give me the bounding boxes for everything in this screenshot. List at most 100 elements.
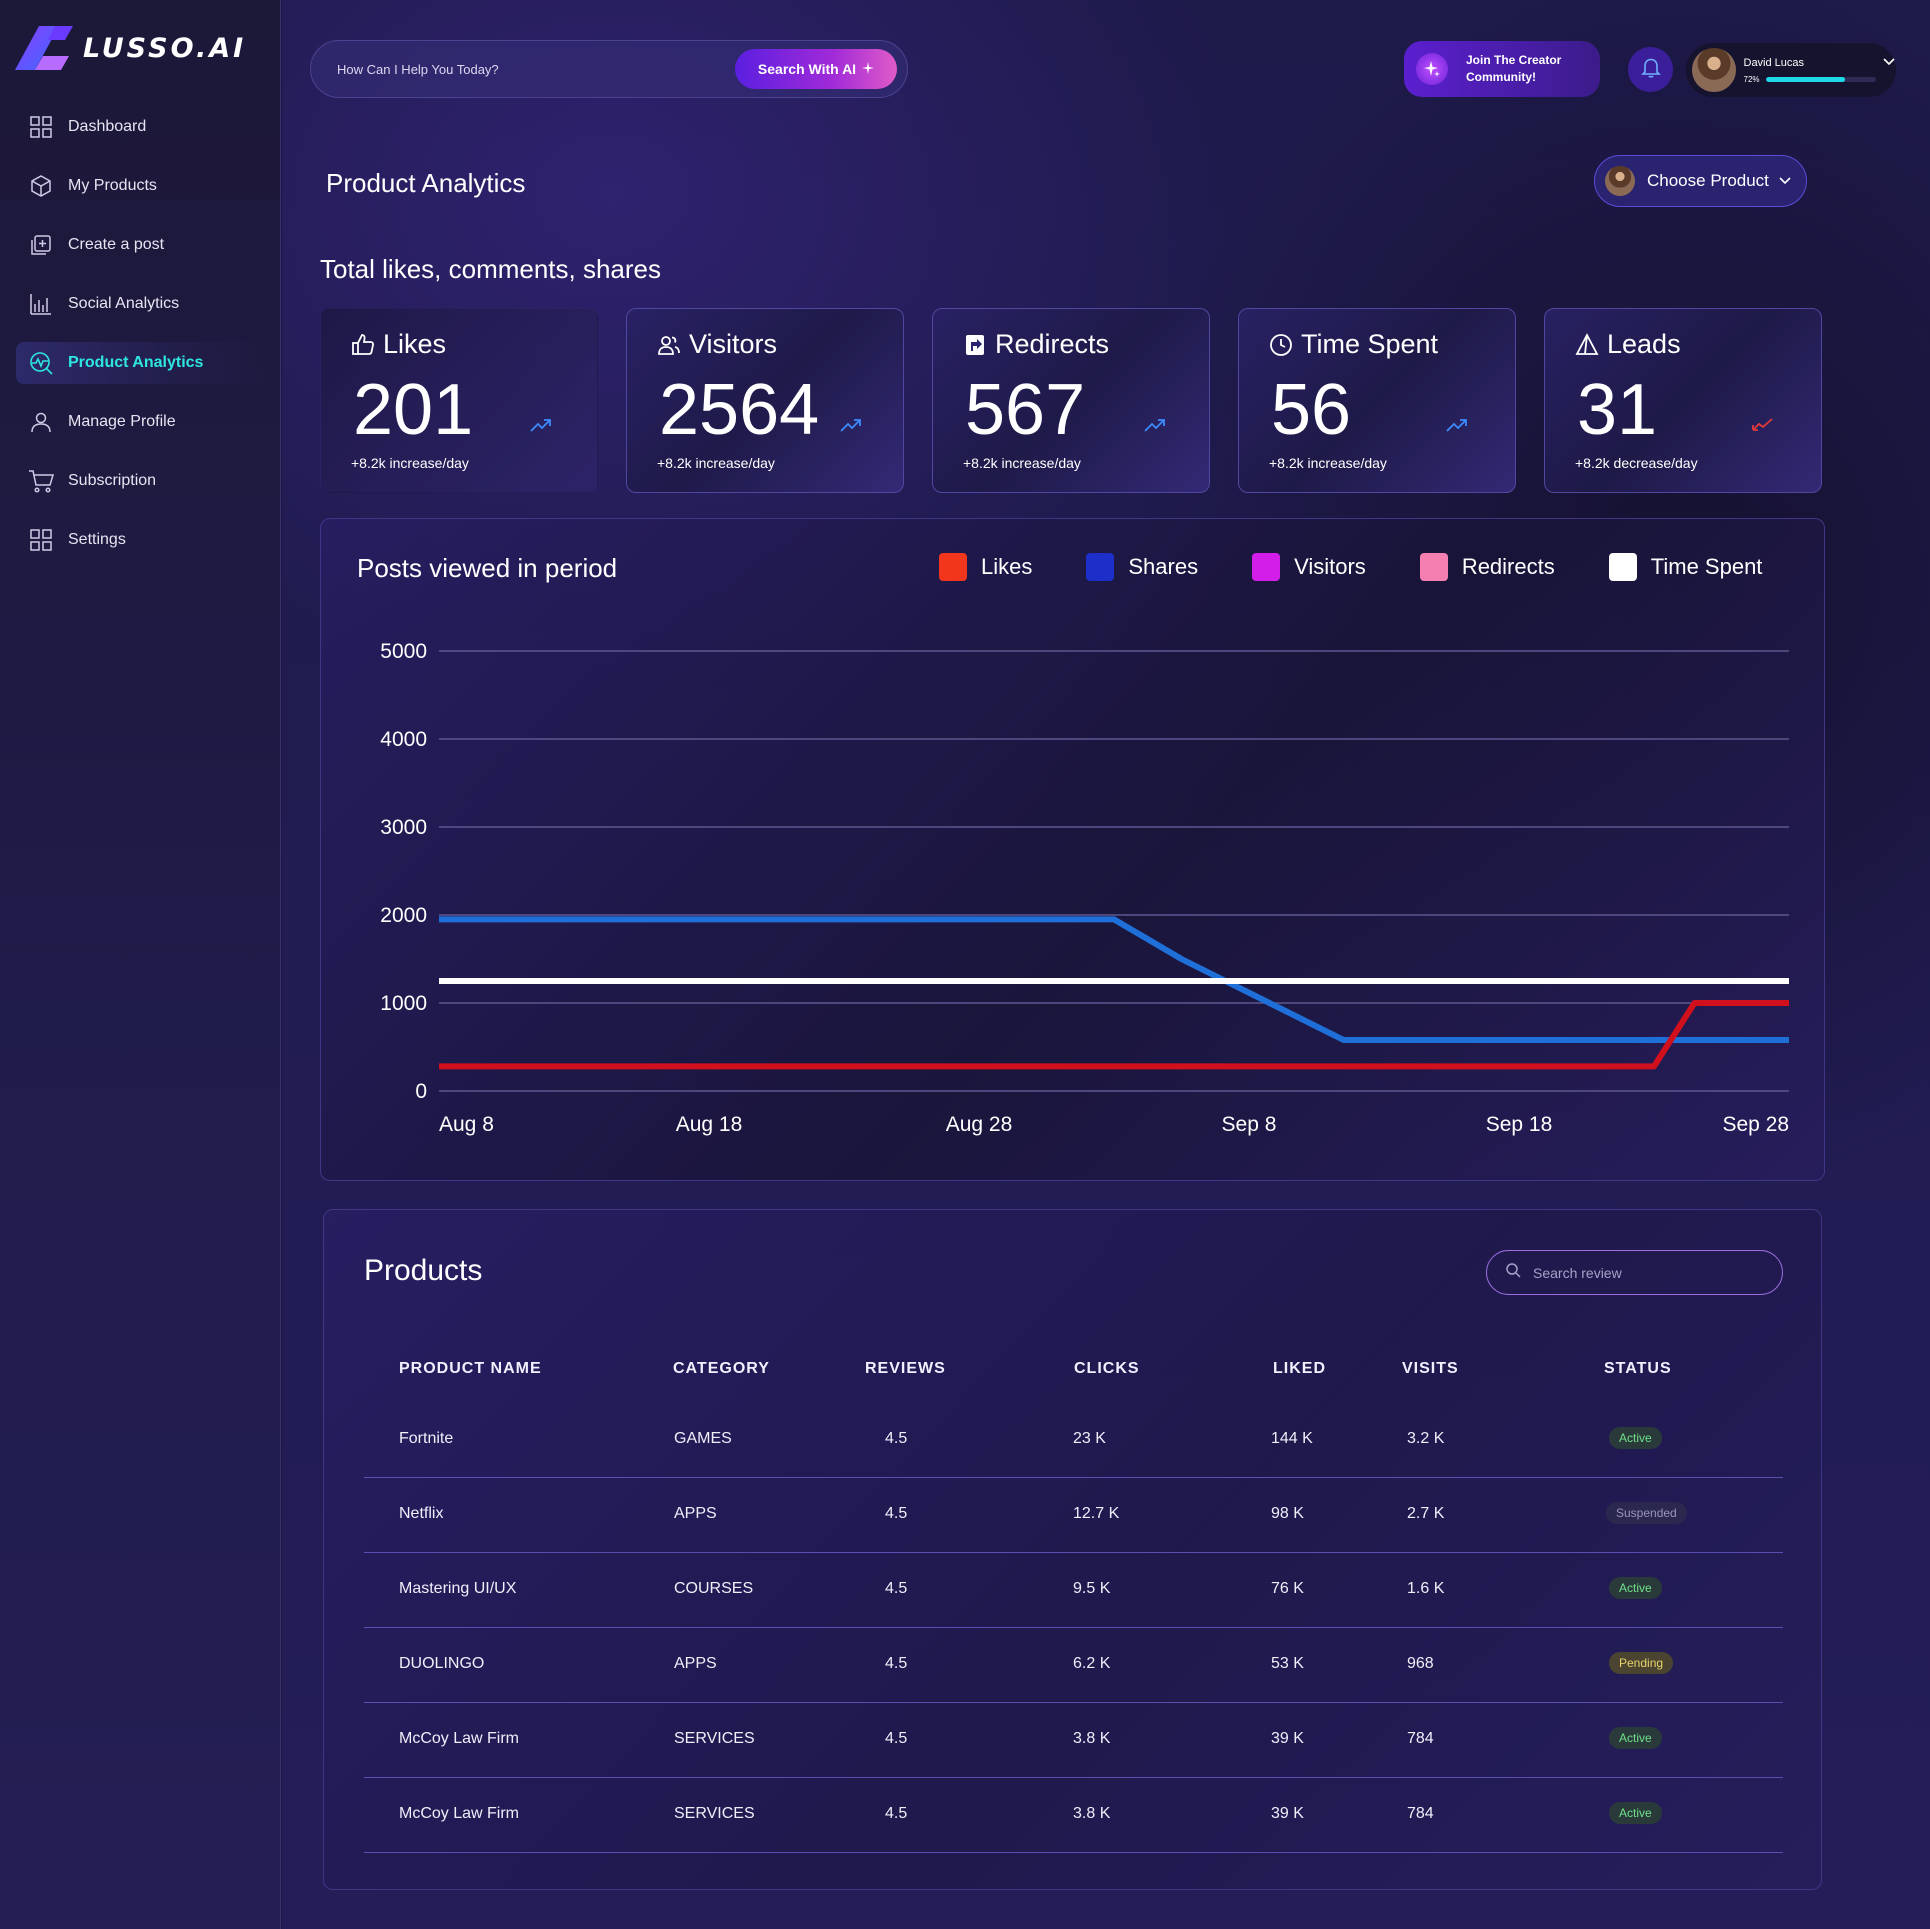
products-panel: Products PRODUCT NAME CATEGORY REVIEWS C… (323, 1209, 1822, 1890)
y-tick-label: 5000 (380, 640, 427, 663)
community-text: Join The Creator Community! (1466, 52, 1561, 86)
y-tick-label: 2000 (380, 904, 427, 927)
x-tick-label: Sep 28 (1722, 1113, 1789, 1136)
bar-chart-icon (28, 291, 54, 317)
page-title: Product Analytics (326, 168, 526, 198)
sidebar-item-subscription[interactable]: Subscription (16, 460, 266, 502)
redirect-icon (963, 333, 987, 357)
sparkle-icon (862, 61, 875, 77)
cell-visits: 2.7 K (1407, 1505, 1445, 1522)
avatar (1605, 166, 1635, 196)
stat-head: Visitors (657, 329, 777, 360)
table-row[interactable]: Fortnite GAMES 4.5 23 K 144 K 3.2 K Active (364, 1403, 1783, 1478)
column-header[interactable]: PRODUCT NAME (399, 1360, 542, 1377)
series-line-likes (439, 1000, 1789, 1070)
stat-label: Time Spent (1301, 329, 1439, 359)
column-header[interactable]: VISITS (1402, 1360, 1459, 1377)
cell-name: McCoy Law Firm (399, 1730, 520, 1747)
legend-item-shares: Shares (1086, 553, 1198, 581)
search-with-ai-button[interactable]: Search With AI (735, 49, 897, 89)
analytics-icon (28, 350, 54, 376)
join-community-button[interactable]: Join The Creator Community! (1404, 41, 1600, 97)
grid-icon (28, 114, 54, 140)
column-header[interactable]: STATUS (1604, 1360, 1672, 1377)
legend-label: Redirects (1461, 554, 1555, 579)
cell-liked: 144 K (1271, 1430, 1313, 1447)
status-badge: Active (1609, 1427, 1662, 1449)
ai-search-input[interactable] (337, 61, 717, 77)
sidebar-item-manage-profile[interactable]: Manage Profile (16, 401, 266, 443)
trend-down-icon (1751, 417, 1775, 438)
logo[interactable]: LUSSO.AI (15, 24, 246, 72)
column-header[interactable]: CATEGORY (673, 1360, 770, 1377)
user-name: David Lucas (1743, 56, 1805, 69)
sidebar-item-label: Social Analytics (68, 295, 180, 312)
table-row[interactable]: McCoy Law Firm SERVICES 4.5 3.8 K 39 K 784 Act… (364, 1703, 1783, 1778)
posts-viewed-chart: 0 1000 2000 3000 4000 5000 Aug 8 Aug 18 Aug 28 Se… (320, 518, 1825, 1181)
stat-label: Visitors (689, 329, 778, 359)
legend-label: Time Spent (1650, 554, 1763, 579)
cell-reviews: 4.5 (885, 1730, 908, 1747)
cell-category: SERVICES (674, 1805, 755, 1822)
stat-card-likes: Likes 201 +8.2k increase/day (320, 308, 598, 493)
y-tick-label: 0 (415, 1080, 427, 1103)
sidebar-item-social-analytics[interactable]: Social Analytics (16, 283, 266, 325)
sidebar-item-create-post[interactable]: Create a post (16, 224, 266, 266)
stat-delta: +8.2k increase/day (351, 455, 469, 471)
cell-liked: 39 K (1271, 1730, 1304, 1747)
legend-item-likes: Likes (939, 553, 1032, 581)
legend-swatch (1252, 553, 1281, 581)
cell-name: McCoy Law Firm (399, 1805, 520, 1822)
stat-card-visitors: Visitors 2564 +8.2k increase/day (626, 308, 904, 493)
sidebar-item-label: Product Analytics (68, 354, 204, 371)
chevron-down-icon (1778, 171, 1792, 191)
table-header: PRODUCT NAME CATEGORY REVIEWS CLICKS LIK… (364, 1335, 1783, 1403)
cell-liked: 39 K (1271, 1805, 1304, 1822)
sidebar-item-label: Dashboard (68, 118, 147, 135)
x-tick-label: Aug 28 (946, 1113, 1013, 1136)
stat-head: Likes (351, 329, 446, 360)
cell-liked: 98 K (1271, 1505, 1304, 1522)
add-square-icon (28, 232, 54, 258)
stat-delta: +8.2k increase/day (657, 455, 775, 471)
sidebar-item-my-products[interactable]: My Products (16, 165, 266, 207)
profile-progress: 72% (1744, 75, 1877, 84)
table-row[interactable]: Netflix APPS 4.5 12.7 K 98 K 2.7 K Suspended (364, 1478, 1783, 1553)
products-table: PRODUCT NAME CATEGORY REVIEWS CLICKS LIK… (364, 1335, 1783, 1853)
chart-legend: Likes Shares Visitors Redirects Time Spe… (939, 553, 1762, 581)
table-row[interactable]: DUOLINGO APPS 4.5 6.2 K 53 K 968 Pending (364, 1628, 1783, 1703)
sidebar-item-settings[interactable]: Settings (16, 519, 266, 561)
triangle-icon (1575, 332, 1599, 357)
user-menu[interactable]: David Lucas 72% (1686, 43, 1896, 97)
sidebar-item-label: Manage Profile (68, 413, 176, 430)
x-tick-label: Aug 8 (439, 1113, 494, 1136)
chevron-down-icon[interactable] (1882, 54, 1896, 72)
table-row[interactable]: Mastering UI/UX COURSES 4.5 9.5 K 76 K 1.6 K A… (364, 1553, 1783, 1628)
sidebar-item-product-analytics[interactable]: Product Analytics (16, 342, 266, 384)
brand-name: LUSSO.AI (83, 32, 247, 64)
status-badge: Suspended (1606, 1502, 1687, 1524)
sidebar-item-dashboard[interactable]: Dashboard (16, 106, 266, 148)
stat-delta: +8.2k decrease/day (1575, 455, 1698, 471)
column-header[interactable]: REVIEWS (865, 1360, 946, 1377)
community-line2: Community! (1466, 70, 1536, 84)
legend-item-visitors: Visitors (1252, 553, 1366, 581)
column-header[interactable]: LIKED (1273, 1360, 1326, 1377)
table-row[interactable]: McCoy Law Firm SERVICES 4.5 3.8 K 39 K 784 Act… (364, 1778, 1783, 1853)
trend-up-icon (1143, 417, 1167, 438)
review-search-input[interactable] (1533, 1264, 1763, 1281)
stats-section-title: Total likes, comments, shares (320, 254, 662, 284)
cell-reviews: 4.5 (885, 1655, 908, 1672)
sidebar-item-label: Create a post (68, 236, 165, 253)
thumbs-up-icon (351, 333, 375, 357)
trend-up-icon (839, 417, 863, 438)
stat-card-leads: Leads 31 +8.2k decrease/day (1544, 308, 1822, 493)
choose-product-dropdown[interactable]: Choose Product (1594, 155, 1807, 207)
notifications-button[interactable] (1628, 47, 1673, 92)
review-search (1486, 1250, 1783, 1295)
cell-visits: 784 (1407, 1730, 1434, 1747)
column-header[interactable]: CLICKS (1074, 1360, 1140, 1377)
cell-category: COURSES (674, 1580, 754, 1597)
progress-fill (1765, 76, 1845, 82)
cell-category: APPS (674, 1655, 717, 1672)
